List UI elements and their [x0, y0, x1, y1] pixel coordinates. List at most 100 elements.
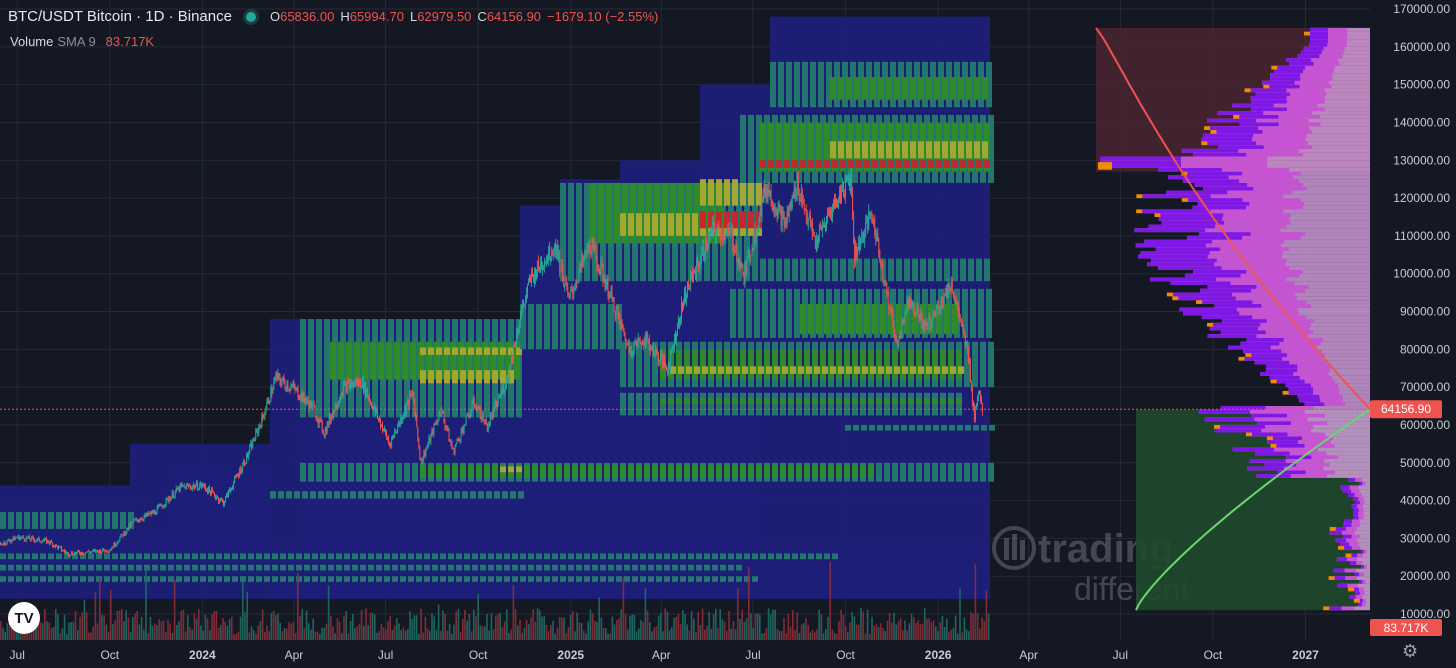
profile-bar-mid — [1155, 247, 1289, 251]
candle — [645, 333, 647, 346]
volume-bar — [739, 619, 741, 640]
volume-bar — [437, 604, 440, 640]
heatmap-cell — [772, 114, 778, 183]
volume-bar — [74, 610, 77, 640]
candle — [714, 224, 716, 232]
candle — [13, 536, 15, 541]
time-axis[interactable]: Jul Oct 2024 Apr Jul Oct 2025 Apr Jul Oct 2026 Apr J… — [0, 640, 1456, 668]
heatmap-cell — [684, 464, 690, 478]
candle — [450, 440, 452, 445]
volume-bar — [30, 631, 33, 640]
profile-bar-inner — [1353, 511, 1359, 516]
volume-bar — [283, 628, 286, 640]
symbol-legend[interactable]: BTC/USDT Bitcoin · 1D · Binance O65836.00… — [8, 8, 664, 25]
candle — [574, 288, 576, 290]
candle — [947, 283, 949, 298]
candle — [819, 228, 821, 230]
heatmap-cell — [576, 576, 582, 582]
profile-bar-inner — [1100, 160, 1181, 165]
candle — [936, 304, 938, 308]
heatmap-cell — [924, 462, 930, 482]
heatmap-cell — [888, 160, 894, 168]
candle — [820, 228, 822, 231]
candle — [791, 194, 793, 207]
volume-bar — [497, 613, 499, 640]
heatmap-cell — [152, 576, 158, 582]
heatmap-cell — [756, 349, 762, 380]
volume-bar — [959, 587, 961, 640]
heatmap-cell — [388, 462, 394, 482]
heatmap-cell — [820, 464, 826, 478]
volume-tag: 83.717K — [1370, 619, 1442, 636]
heatmap-cell — [892, 462, 898, 482]
candle — [287, 383, 289, 390]
volume-bar — [640, 620, 642, 640]
market-status-icon — [245, 12, 256, 22]
price-axis[interactable]: 170000.00160000.00150000.00140000.001300… — [1370, 0, 1456, 640]
candle — [413, 392, 415, 402]
candle — [853, 217, 855, 238]
heatmap-cell — [580, 464, 586, 478]
candle — [295, 388, 297, 390]
candle — [519, 324, 520, 329]
heatmap-cell — [838, 366, 844, 374]
profile-bar-inner — [1155, 247, 1221, 251]
tradingview-logo[interactable]: TV — [8, 602, 40, 634]
candle — [737, 258, 739, 266]
heatmap-cell — [72, 553, 78, 560]
heatmap-band — [420, 464, 874, 478]
heatmap-cell — [816, 122, 822, 172]
candle — [750, 255, 752, 261]
candle — [336, 405, 338, 408]
heatmap-cell — [956, 462, 962, 482]
candle — [735, 245, 737, 252]
candle — [286, 383, 288, 390]
heatmap-cell — [502, 491, 508, 499]
heatmap-cell — [972, 341, 978, 388]
heatmap-cell — [824, 160, 830, 168]
candle — [190, 487, 192, 490]
volume-bar — [123, 621, 125, 640]
heatmap-cell — [986, 61, 992, 108]
profile-bar-edge — [1181, 198, 1188, 202]
candle — [315, 417, 317, 420]
candle — [422, 459, 424, 464]
candle — [368, 396, 369, 398]
volume-bar — [319, 633, 321, 640]
volume-legend[interactable]: Volume SMA 9 83.717K — [10, 34, 154, 49]
candle — [964, 334, 966, 346]
heatmap-cell — [918, 366, 924, 374]
heatmap-cell — [692, 349, 698, 380]
candle — [363, 378, 364, 392]
candle — [971, 388, 973, 403]
candle — [534, 268, 536, 282]
candle — [863, 233, 865, 242]
volume-bar — [382, 627, 385, 640]
time-tick-label: Jul — [378, 648, 393, 662]
candle — [367, 390, 368, 397]
heatmap-cell — [128, 576, 134, 582]
heatmap-cell — [704, 258, 710, 282]
price-axis-bg — [1370, 0, 1456, 640]
candle — [438, 412, 440, 421]
volume-bar — [140, 616, 143, 640]
heatmap-cell — [728, 553, 734, 560]
candle — [695, 272, 697, 277]
candle — [612, 297, 614, 300]
symbol-title[interactable]: BTC/USDT Bitcoin · 1D · Binance — [8, 8, 232, 25]
candle — [485, 419, 487, 424]
candle — [632, 351, 634, 354]
volume-bar — [910, 613, 913, 640]
heatmap-cell — [402, 341, 408, 380]
candle — [571, 288, 573, 292]
heatmap-cell — [342, 491, 348, 499]
settings-gear-icon[interactable]: ⚙ — [1402, 641, 1419, 661]
volume-bar — [712, 614, 715, 640]
volume-bar — [378, 631, 380, 640]
profile-bar-inner — [1251, 353, 1287, 357]
heatmap-cell — [422, 491, 428, 499]
candle — [701, 251, 703, 261]
heatmap-cell — [692, 398, 698, 405]
candle — [766, 187, 768, 197]
